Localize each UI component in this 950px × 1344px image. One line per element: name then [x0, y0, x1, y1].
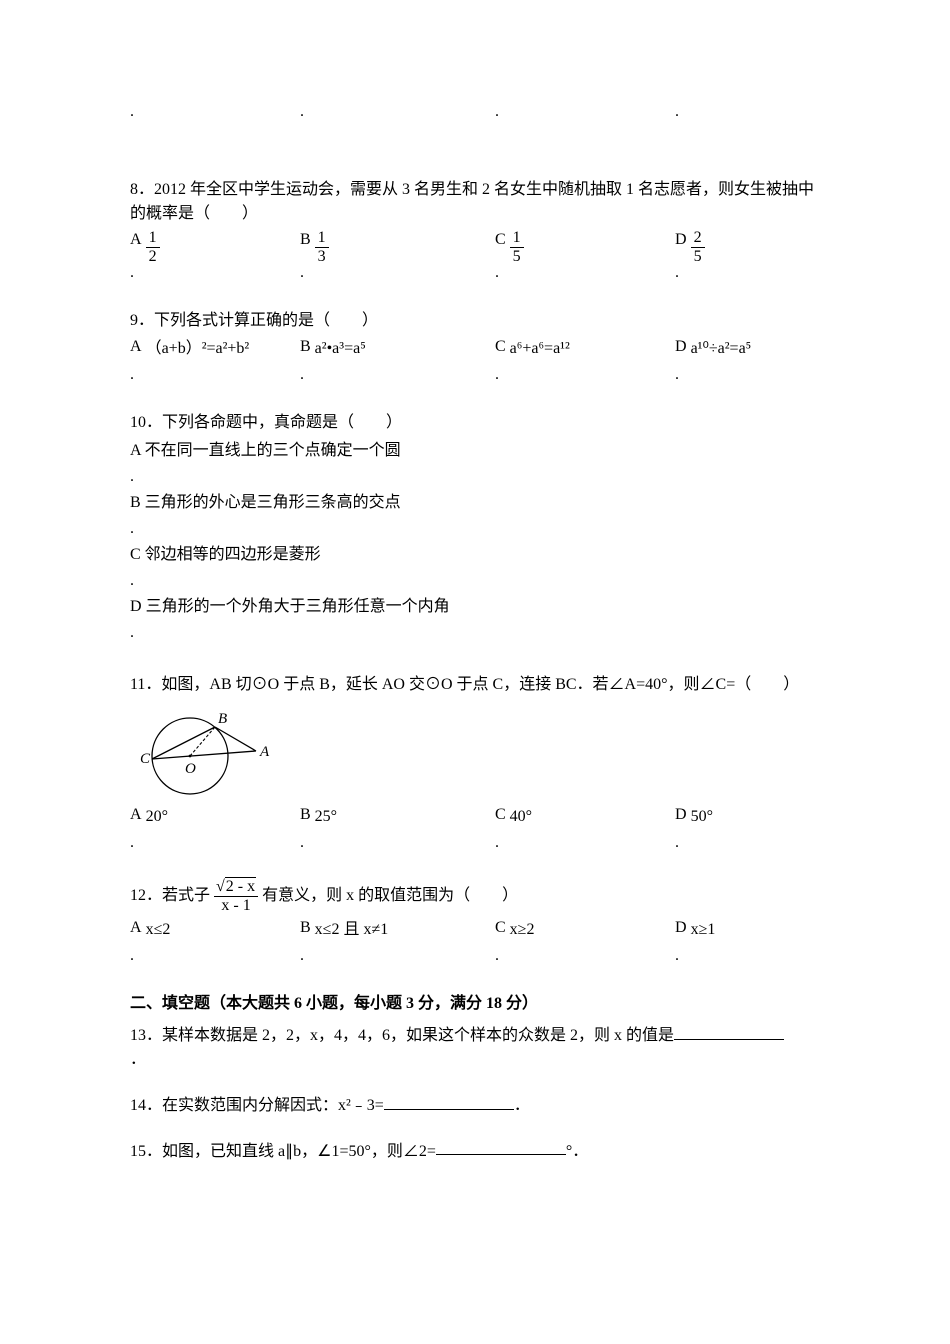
opt-body: x≤2 [146, 918, 171, 942]
q12-text: 12．若式子 √2 - x x - 1 有意义，则 x 的取值范围为（ ） [130, 879, 820, 914]
dot: . [130, 621, 820, 645]
question-9: 9．下列各式计算正确的是（ ） A （a+b）²=a²+b² . B a²•a³… [130, 309, 820, 383]
dot: . [675, 104, 679, 120]
opt-letter: A [130, 230, 142, 250]
opt-body: a¹⁰÷a²=a⁵ [691, 337, 752, 361]
question-10: 10．下列各命题中，真命题是（ ） A 不在同一直线上的三个点确定一个圆 . B… [130, 411, 820, 645]
opt-body: x≤2 且 x≠1 [315, 918, 389, 942]
dot: . [130, 948, 134, 964]
question-13: 13．某样本数据是 2，2，x，4，4，6，如果这个样本的众数是 2，则 x 的… [130, 1022, 820, 1072]
dot: . [130, 465, 820, 489]
opt-body: 20° [146, 805, 168, 829]
opt-body: x≥1 [691, 918, 716, 942]
q9-text: 9．下列各式计算正确的是（ ） [130, 309, 820, 333]
label-B: B [218, 711, 227, 727]
opt-body: x≥2 [510, 918, 535, 942]
dot: . [495, 265, 499, 281]
opt-letter: B [300, 805, 311, 825]
dot: . [130, 517, 820, 541]
blank [384, 1092, 514, 1110]
fraction: 1 2 [146, 230, 160, 265]
section2-title: 二、填空题（本大题共 6 小题，每小题 3 分，满分 18 分） [130, 992, 820, 1016]
label-O: O [185, 761, 196, 777]
dot: . [675, 948, 679, 964]
opt-letter: B [300, 918, 311, 938]
opt-line: D 三角形的一个外角大于三角形任意一个内角 [130, 595, 820, 619]
opt-letter: D [675, 805, 687, 825]
opt-letter: C [495, 918, 506, 938]
opt-letter: B [300, 230, 311, 250]
dot: . [130, 569, 820, 593]
fraction: 1 3 [315, 230, 329, 265]
question-12: 12．若式子 √2 - x x - 1 有意义，则 x 的取值范围为（ ） A … [130, 879, 820, 964]
q10-text: 10．下列各命题中，真命题是（ ） [130, 411, 820, 435]
dot: . [300, 367, 304, 383]
opt-body: 40° [510, 805, 532, 829]
dot: . [675, 367, 679, 383]
opt-letter: C [495, 337, 506, 357]
opt-letter: A [130, 805, 142, 825]
blank [436, 1138, 566, 1156]
q7-dots-row: . . . . [130, 104, 820, 150]
opt-letter: A [130, 337, 142, 357]
dot: . [495, 367, 499, 383]
question-14: 14．在实数范围内分解因式：x²﹣3=． [130, 1092, 820, 1118]
opt-body: a⁶+a⁶=a¹² [510, 337, 570, 361]
label-A: A [259, 744, 270, 760]
opt-body: （a+b）²=a²+b² [146, 337, 250, 361]
fraction: 2 5 [691, 230, 705, 265]
opt-letter: C [495, 230, 506, 250]
label-C: C [140, 751, 151, 767]
fraction: 1 5 [510, 230, 524, 265]
question-8: 8．2012 年全区中学生运动会，需要从 3 名男生和 2 名女生中随机抽取 1… [130, 178, 820, 281]
opt-body: 25° [315, 805, 337, 829]
opt-letter: D [675, 918, 687, 938]
question-15: 15．如图，已知直线 a∥b，∠1=50°，则∠2=°． [130, 1138, 820, 1164]
dot: . [300, 948, 304, 964]
opt-letter: D [675, 230, 687, 250]
q11-text: 11．如图，AB 切⊙O 于点 B，延长 AO 交⊙O 于点 C，连接 BC．若… [130, 673, 820, 697]
dot: . [130, 835, 134, 851]
q11-diagram: B C A O [130, 701, 820, 801]
blank [674, 1022, 784, 1040]
opt-letter: A [130, 918, 142, 938]
opt-line: B 三角形的外心是三角形三条高的交点 [130, 491, 820, 515]
opt-line: A 不在同一直线上的三个点确定一个圆 [130, 439, 820, 463]
dot: . [495, 948, 499, 964]
opt-body: a²•a³=a⁵ [315, 337, 366, 361]
dot: . [130, 265, 134, 281]
dot: . [495, 835, 499, 851]
q8-text: 8．2012 年全区中学生运动会，需要从 3 名男生和 2 名女生中随机抽取 1… [130, 178, 820, 226]
dot: . [300, 835, 304, 851]
dot: . [130, 367, 134, 383]
opt-body: 50° [691, 805, 713, 829]
dot: . [675, 265, 679, 281]
fraction: √2 - x x - 1 [214, 879, 258, 914]
dot: . [130, 104, 134, 120]
opt-line: C 邻边相等的四边形是菱形 [130, 543, 820, 567]
question-11: 11．如图，AB 切⊙O 于点 B，延长 AO 交⊙O 于点 C，连接 BC．若… [130, 673, 820, 851]
opt-letter: C [495, 805, 506, 825]
opt-letter: D [675, 337, 687, 357]
opt-letter: B [300, 337, 311, 357]
dot: . [300, 265, 304, 281]
dot: . [675, 835, 679, 851]
dot: . [300, 104, 304, 120]
dot: . [495, 104, 499, 120]
